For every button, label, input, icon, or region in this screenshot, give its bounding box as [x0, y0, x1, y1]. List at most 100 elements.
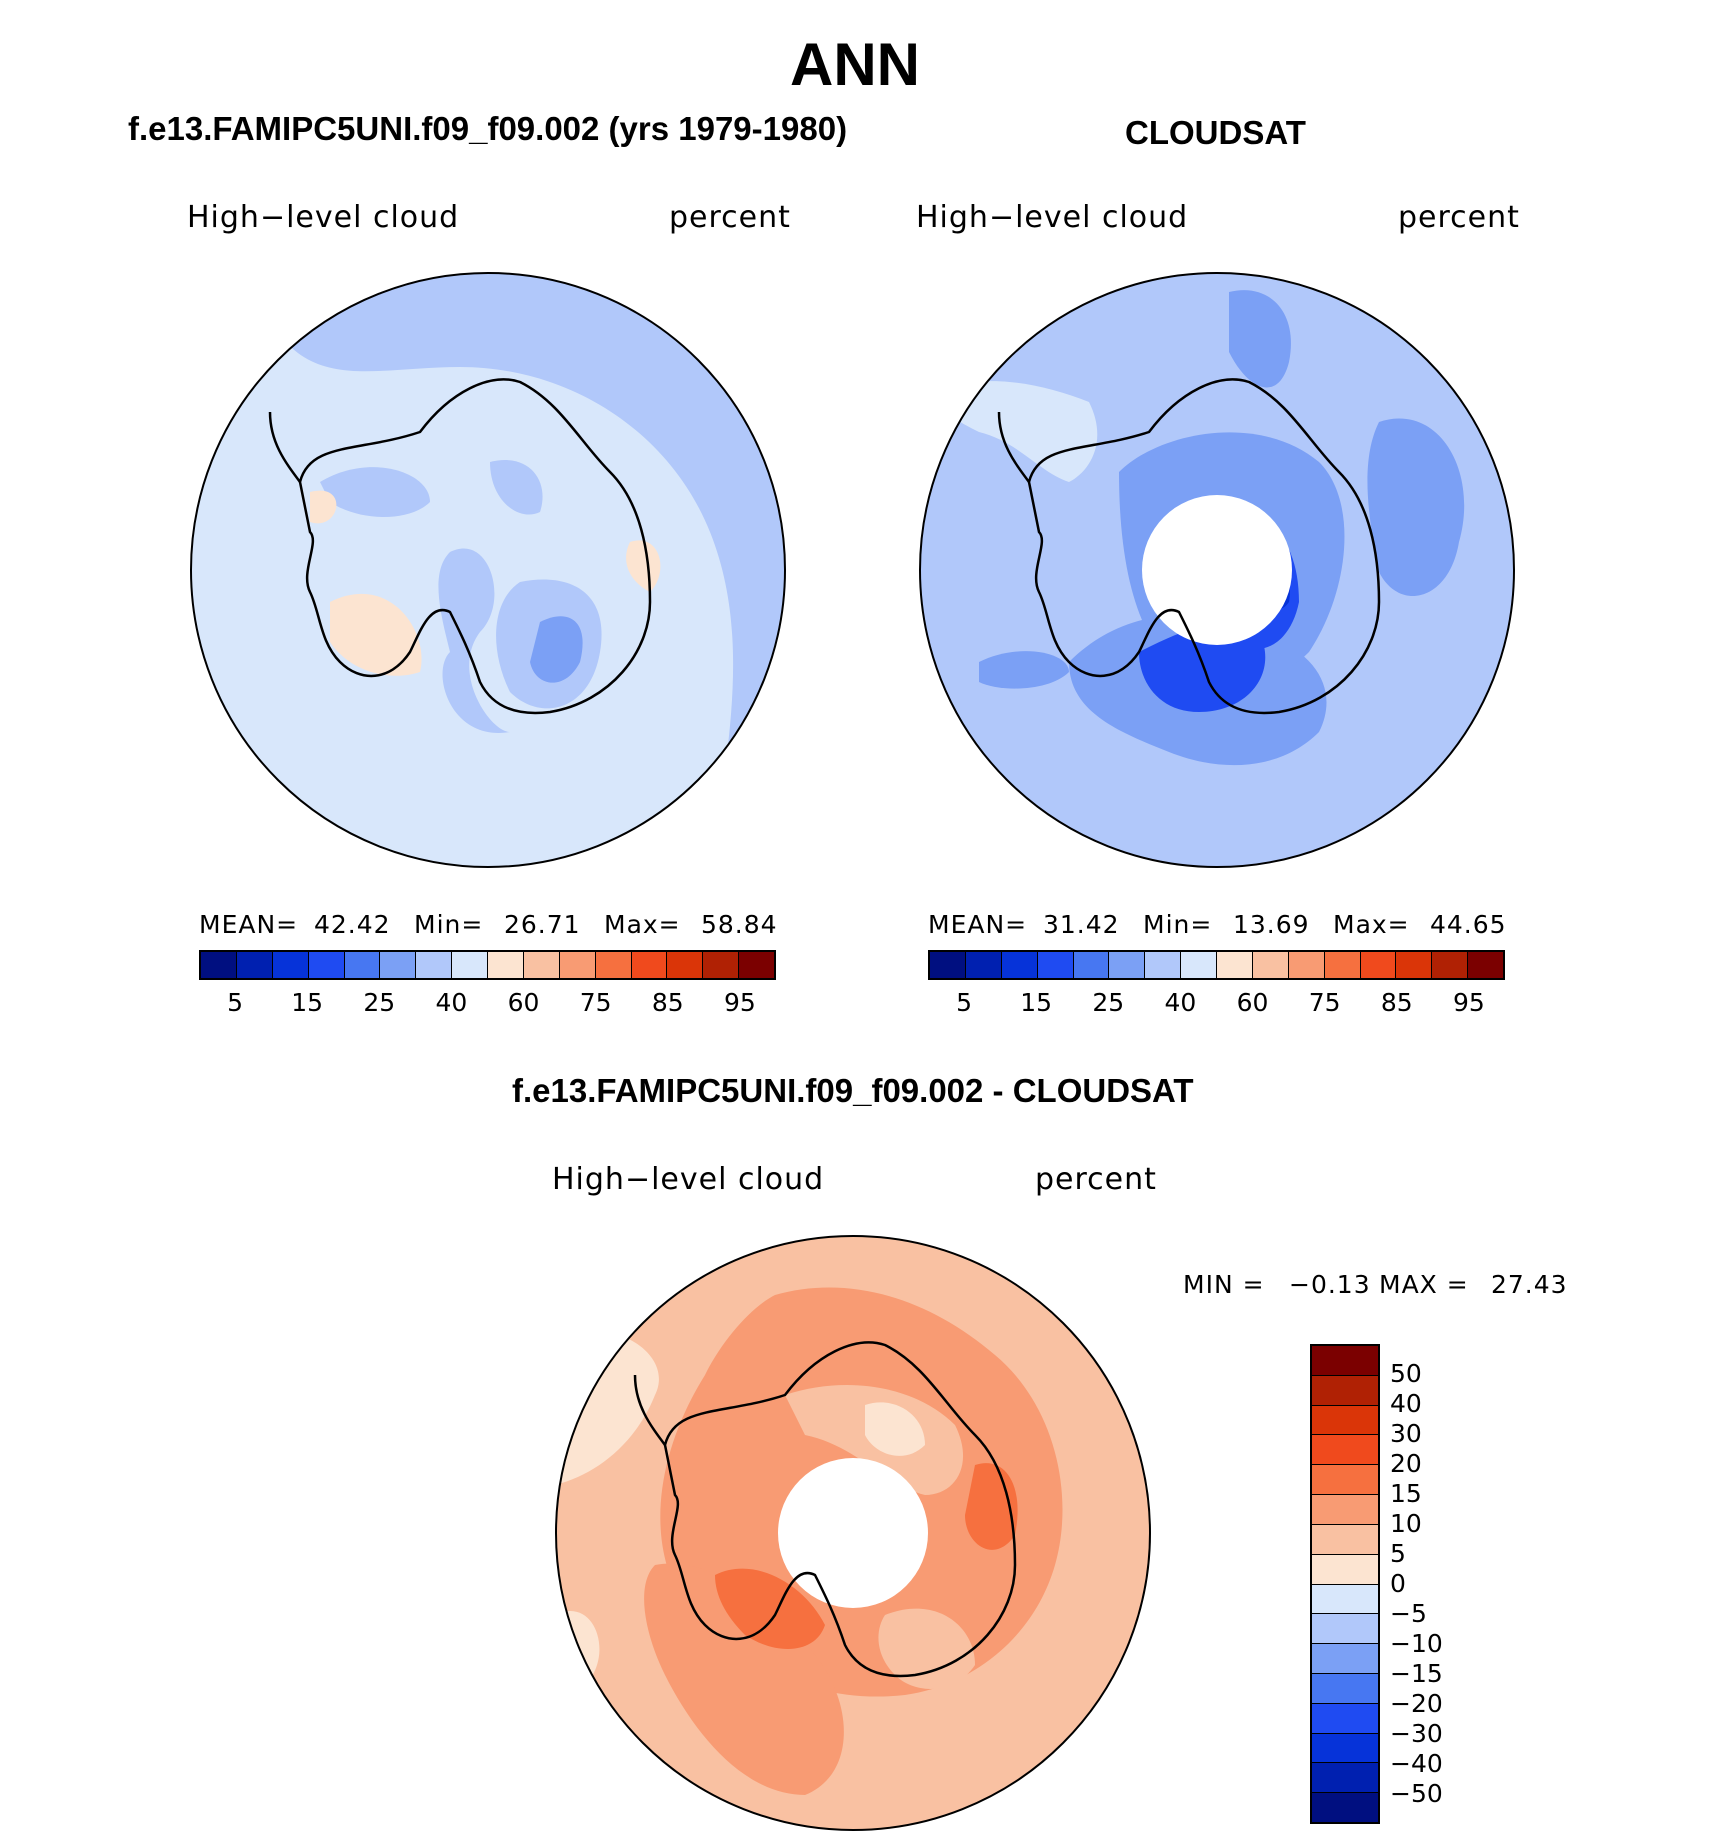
colorbar-tick-label: 15 [1390, 1479, 1422, 1508]
colorbar-swatch [739, 952, 774, 978]
colorbar-tick-label: 40 [1164, 988, 1197, 1017]
colorbar-swatch [1109, 952, 1146, 978]
colorbar-swatch [1324, 952, 1361, 978]
colorbar-swatch [1360, 952, 1397, 978]
colorbar-tick-label: −15 [1390, 1659, 1443, 1688]
colorbar-swatch [1468, 952, 1503, 978]
colorbar-swatch [1312, 1763, 1378, 1794]
colorbar-swatch [1312, 1346, 1378, 1376]
colorbar-swatch [559, 952, 596, 978]
colorbar-tick-label: 5 [227, 988, 244, 1017]
panel3-variable-label: High−level cloud [552, 1162, 825, 1197]
colorbar-swatch [1396, 952, 1433, 978]
colorbar-tick-label: 75 [579, 988, 612, 1017]
colorbar-tick-label: 75 [1308, 988, 1341, 1017]
panel2-antarctica-coastline [1027, 378, 1381, 715]
colorbar-tick-label: 0 [1390, 1569, 1406, 1598]
colorbar-swatch [1432, 952, 1469, 978]
panel1-units-label: percent [669, 200, 791, 235]
colorbar-tick-label: 25 [363, 988, 396, 1017]
panel2-units-label: percent [1398, 200, 1520, 235]
panel3-peninsula-coast [633, 1374, 667, 1446]
colorbar-tick-label: −10 [1390, 1629, 1443, 1658]
colorbar-tick-label: −20 [1390, 1689, 1443, 1718]
colorbar-swatch [930, 952, 966, 978]
colorbar-swatch [1312, 1733, 1378, 1764]
panel3-antarctica-coastline [663, 1341, 1017, 1678]
colorbar-tick-label: 85 [1380, 988, 1413, 1017]
colorbar-swatch [452, 952, 488, 978]
colorbar-swatch [201, 952, 237, 978]
colorbar-tick-label: 60 [507, 988, 540, 1017]
colorbar-swatch [1312, 1524, 1378, 1555]
panel2-midcloud-north [1229, 290, 1291, 388]
colorbar-tick-label: 40 [1390, 1389, 1422, 1418]
panel3-colorbar [1310, 1344, 1380, 1824]
colorbar-swatch [272, 952, 309, 978]
panel2-mean-value: 31.42 [1043, 910, 1120, 939]
colorbar-swatch [1312, 1673, 1378, 1704]
panel3-mid-diff-ross [644, 1563, 844, 1795]
panel3-high-diff-core [715, 1463, 1018, 1649]
colorbar-tick-label: 85 [651, 988, 684, 1017]
colorbar-swatch [1181, 952, 1217, 978]
colorbar-swatch [1312, 1405, 1378, 1436]
panel2-min-value: 13.69 [1233, 910, 1310, 939]
colorbar-tick-label: 95 [1453, 988, 1485, 1017]
panel3-east-low [878, 1608, 975, 1689]
colorbar-tick-label: 30 [1390, 1419, 1422, 1448]
colorbar-swatch [416, 952, 453, 978]
colorbar-swatch [1217, 952, 1253, 978]
panel2-no-data-hole [1142, 495, 1292, 645]
colorbar-swatch [1312, 1465, 1378, 1496]
colorbar-tick-label: 5 [956, 988, 973, 1017]
colorbar-swatch [965, 952, 1002, 978]
colorbar-swatch [488, 952, 524, 978]
colorbar-swatch [1312, 1644, 1378, 1674]
colorbar-swatch [1073, 952, 1110, 978]
colorbar-swatch [703, 952, 740, 978]
panel2-max-label: Max= [1333, 910, 1410, 939]
panel2-max-value: 44.65 [1430, 910, 1507, 939]
colorbar-swatch [1312, 1435, 1378, 1466]
colorbar-swatch [1312, 1375, 1378, 1406]
colorbar-swatch [236, 952, 273, 978]
panel3-interior-min [865, 1402, 925, 1456]
colorbar-swatch [631, 952, 668, 978]
panel1-mean-value: 42.42 [314, 910, 391, 939]
panel1-lowcloud-ross [438, 548, 510, 733]
panel2-midcloud-east [1367, 418, 1465, 596]
panel2-colorbar [928, 950, 1505, 980]
colorbar-swatch [380, 952, 417, 978]
panel2-peninsula-coast [997, 411, 1031, 483]
panel3-units-label: percent [1035, 1162, 1157, 1197]
colorbar-tick-label: 20 [1390, 1449, 1422, 1478]
colorbar-swatch [308, 952, 345, 978]
panel3-min-value: −0.13 [1289, 1270, 1371, 1299]
colorbar-tick-label: 15 [1020, 988, 1053, 1017]
colorbar-tick-label: −50 [1390, 1779, 1443, 1808]
colorbar-tick-label: 15 [291, 988, 324, 1017]
figure-title: ANN [790, 31, 920, 98]
panel1-map-border [190, 272, 786, 868]
panel1-mean-label: MEAN= [199, 910, 299, 939]
panel1-high-westantarctica [310, 490, 422, 676]
panel1-antarctica-coastline [298, 378, 652, 715]
colorbar-tick-label: 95 [724, 988, 756, 1017]
panel1-peninsula-coast [268, 411, 302, 483]
panel1-max-value: 58.84 [701, 910, 778, 939]
panel1-high-wilkes [626, 540, 661, 592]
panel1-min-value: 26.71 [504, 910, 581, 939]
colorbar-swatch [1312, 1495, 1378, 1525]
colorbar-swatch [1145, 952, 1182, 978]
colorbar-tick-label: 50 [1390, 1359, 1422, 1388]
panel2-peninsula-high [939, 381, 1098, 482]
panel3-map-border [555, 1235, 1151, 1831]
colorbar-swatch [1312, 1703, 1378, 1734]
colorbar-swatch [1001, 952, 1038, 978]
panel2-variable-label: High−level cloud [916, 200, 1189, 235]
panel2-title: CLOUDSAT [1125, 114, 1306, 151]
panel1-polar-map [190, 272, 786, 868]
panel1-min-label: Min= [414, 910, 484, 939]
panel3-max-value: 27.43 [1491, 1270, 1568, 1299]
